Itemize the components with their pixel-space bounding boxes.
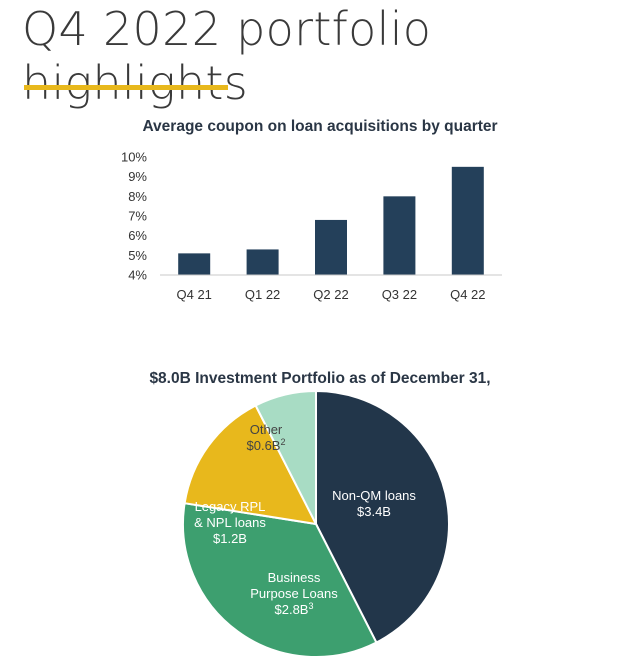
x-tick-label: Q2 22 <box>313 287 348 302</box>
x-tick-label: Q4 21 <box>176 287 211 302</box>
y-tick-label: 9% <box>128 169 147 184</box>
portfolio-pie-chart: $8.0B Investment Portfolio as of Decembe… <box>149 370 491 658</box>
pie-slice-other <box>254 389 317 525</box>
x-axis-ticks: Q4 21 Q1 22 Q2 22 Q3 22 Q4 22 <box>176 287 485 302</box>
y-axis-ticks: 4% 5% 6% 7% 8% 9% 10% <box>121 150 147 283</box>
title-accent-bar <box>24 85 228 90</box>
pie-slices <box>182 389 450 658</box>
y-tick-label: 6% <box>128 228 147 243</box>
pie-label: Non-QM loans $3.4B <box>332 488 416 519</box>
bar-chart-title: Average coupon on loan acquisitions by q… <box>142 118 497 135</box>
bar-q1-22 <box>246 249 279 275</box>
pie-slice-business-purpose-loans <box>182 502 378 658</box>
pie-slice-non-qm-loans <box>315 389 450 644</box>
pie-chart-title: $8.0B Investment Portfolio as of Decembe… <box>149 370 490 387</box>
page-title: Q4 2022 portfolio highlights <box>22 2 432 110</box>
pie-label: Legacy RPL & NPL loans $1.2B <box>194 499 266 546</box>
x-tick-label: Q4 22 <box>450 287 485 302</box>
y-tick-label: 4% <box>128 268 147 283</box>
y-tick-label: 5% <box>128 248 147 263</box>
x-tick-label: Q3 22 <box>382 287 417 302</box>
pie-label: Other $0.6B2 <box>247 422 286 453</box>
coupon-bar-chart: Average coupon on loan acquisitions by q… <box>121 118 502 302</box>
y-tick-label: 7% <box>128 209 147 224</box>
y-tick-label: 10% <box>121 150 147 165</box>
bar-q3-22 <box>383 196 416 275</box>
x-tick-label: Q1 22 <box>245 287 280 302</box>
bar-q4-21 <box>178 253 211 275</box>
pie-labels: Non-QM loans $3.4B Business Purpose Loans $2… <box>194 422 416 617</box>
bar-q2-22 <box>315 219 347 275</box>
pie-slice-legacy-rpl-npl-loans <box>183 404 318 526</box>
bars <box>178 166 484 275</box>
pie-label: Business Purpose Loans $2.8B3 <box>250 570 338 617</box>
bar-q4-22 <box>451 166 484 275</box>
y-tick-label: 8% <box>128 189 147 204</box>
